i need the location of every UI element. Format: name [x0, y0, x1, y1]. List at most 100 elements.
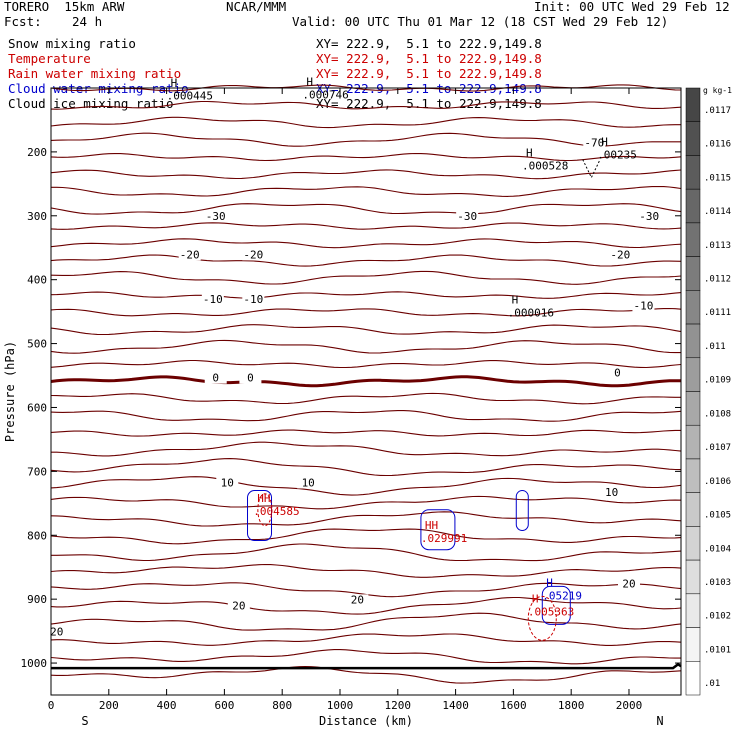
colorbar-label: .0109 — [704, 376, 731, 386]
temperature-contour — [50, 169, 682, 180]
colorbar-label: .0111 — [704, 308, 731, 318]
south-label: S — [81, 714, 88, 728]
contour-label-bg — [632, 300, 655, 312]
temperature-contour — [50, 563, 682, 578]
temperature-contour — [50, 392, 681, 405]
colorbar-label: .0102 — [704, 612, 731, 622]
snow-contour — [582, 159, 601, 179]
temperature-contour-label: -30 — [639, 210, 659, 223]
x-tick-label: 1800 — [558, 699, 585, 712]
temperature-contour-label: -20 — [180, 248, 200, 261]
colorbar-unit: g kg-1 — [703, 86, 732, 95]
extremum-marker: HH — [257, 492, 270, 505]
extremum-value: .05219 — [542, 589, 582, 602]
y-tick-label: 800 — [27, 529, 47, 542]
extremum-value: .004585 — [253, 505, 299, 518]
hydrometeor-contours — [247, 159, 601, 641]
colorbar-swatch — [685, 290, 701, 325]
extremum-marker: HH — [425, 519, 438, 532]
colorbar-label: .0103 — [704, 578, 731, 588]
organization: NCAR/MMM — [226, 0, 287, 14]
cloud-water-contour — [541, 585, 571, 625]
x-tick-label: 400 — [157, 699, 177, 712]
temperature-contour — [50, 307, 682, 317]
colorbar-swatch — [685, 87, 701, 122]
temperature-contour-label: -10 — [633, 299, 653, 312]
contour-label-bg — [45, 626, 68, 638]
temperature-contour — [50, 100, 682, 110]
temperature-contour — [50, 359, 682, 369]
colorbar-swatch — [685, 458, 701, 493]
temperature-contour — [50, 476, 682, 496]
temperature-contour — [50, 152, 682, 162]
temperature-contour-label: -10 — [243, 293, 263, 306]
colorbar-label: .0104 — [704, 544, 731, 554]
colorbar-label: .0108 — [704, 409, 731, 419]
x-tick-label: 0 — [48, 699, 55, 712]
contour-label-bg — [216, 477, 239, 489]
contour-label-bg — [178, 249, 201, 261]
contour-label-bg — [346, 594, 369, 606]
temperature-contour — [50, 649, 681, 665]
temperature-contour — [50, 410, 682, 422]
extremum-marker: H — [526, 146, 533, 159]
temperature-contour — [50, 203, 682, 215]
temperature-contour — [50, 429, 681, 437]
temperature-contour-label: 20 — [50, 625, 63, 638]
extremum-value: .000746 — [302, 88, 348, 101]
temperature-contour — [50, 633, 682, 646]
y-tick-label: 1000 — [21, 657, 48, 670]
temperature-contour — [50, 132, 681, 147]
contour-label-bg — [609, 249, 632, 261]
model-name: TORERO 15km ARW — [4, 0, 125, 14]
y-tick-label: 400 — [27, 274, 47, 287]
colorbar-swatch — [685, 155, 701, 190]
colorbar-label: .0101 — [704, 645, 731, 655]
colorbar-label: .0116 — [704, 140, 731, 150]
colorbar-swatch — [685, 357, 701, 392]
contour-label-bg — [242, 294, 265, 306]
colorbar-swatch — [685, 391, 701, 426]
colorbar-swatch — [685, 424, 701, 460]
temperature-contour-label: 20 — [351, 593, 364, 606]
legend-snow-xy: XY= 222.9, 5.1 to 222.9,149.8 — [316, 36, 542, 51]
contour-label-bg — [456, 210, 479, 222]
colorbar-swatch — [685, 256, 701, 291]
extremum-marker: H — [601, 136, 608, 149]
axes: 0 200 400 600 800 1000 1200 1400 1600 1800 2000200… — [3, 88, 681, 728]
contour-label-bg — [204, 210, 227, 222]
colorbar-label: .0107 — [704, 443, 731, 453]
temperature-contours — [50, 84, 682, 684]
colorbar-label: .0114 — [704, 207, 731, 217]
extremum-value: .005363 — [528, 605, 574, 618]
extremum-marker: H — [546, 576, 553, 589]
temperature-contour-label: 20 — [232, 600, 245, 613]
contour-label-bg — [297, 477, 320, 489]
y-tick-label: 700 — [27, 465, 47, 478]
colorbar-label: .0106 — [704, 477, 731, 487]
temperature-contour — [50, 511, 682, 527]
forecast-hour: 24 h — [72, 14, 103, 29]
temperature-contour-label: 0 — [247, 372, 254, 385]
temperature-contour-label: 20 — [622, 577, 635, 590]
temperature-contour-label: -30 — [457, 210, 477, 223]
temperature-contour — [50, 458, 682, 477]
contour-label-bg — [583, 137, 606, 149]
colorbar-label: .0117 — [704, 106, 731, 116]
colorbar-label: .0115 — [704, 173, 731, 183]
temperature-contour — [50, 270, 682, 285]
y-tick-label: 300 — [27, 210, 47, 223]
x-tick-label: 200 — [99, 699, 119, 712]
y-tick-label: 900 — [27, 593, 47, 606]
temperature-contour — [50, 116, 681, 129]
temperature-contour-label: -20 — [610, 248, 630, 261]
rain-water-contour — [257, 493, 273, 527]
temperature-contour-label: -20 — [243, 248, 263, 261]
plot-frame — [50, 87, 682, 696]
rain-water-contour — [527, 595, 557, 641]
extremum-value: .000445 — [167, 90, 213, 103]
temperature-contour — [50, 528, 682, 545]
temperature-contour — [51, 185, 682, 197]
x-tick-label: 1200 — [385, 699, 412, 712]
colorbar-label: .011 — [704, 342, 726, 352]
